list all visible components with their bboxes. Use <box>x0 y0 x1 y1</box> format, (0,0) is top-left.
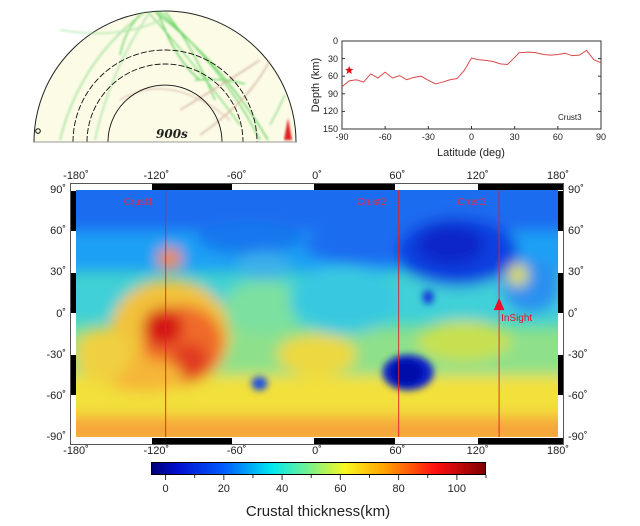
colorbar-tick-label: 20 <box>217 483 230 495</box>
lon-tick-label-top: 120˚ <box>466 170 489 182</box>
lon-tick-label-top: 0˚ <box>312 170 322 182</box>
depth-profile-chart <box>341 40 602 130</box>
insight-station-marker <box>493 297 505 311</box>
ray-paths <box>59 11 286 141</box>
lat-tick-label-right: 90˚ <box>568 184 584 196</box>
x-tick-label: -90 <box>335 132 349 142</box>
lon-tick-label-bottom: 180˚ <box>546 445 570 457</box>
x-tick-label: 60 <box>552 132 563 142</box>
colorbar-tick-label: 100 <box>447 483 467 495</box>
lat-tick-label-right: 30˚ <box>568 266 584 279</box>
profile-label: Crust2 <box>356 197 387 208</box>
lon-tick-label-top: 180˚ <box>546 170 570 182</box>
profile-inset-label: Crust3 <box>558 113 582 122</box>
lon-tick-label-top: -60˚ <box>226 170 247 182</box>
y-tick-label: 30 <box>327 53 338 64</box>
lat-tick-label-right: -90˚ <box>568 431 588 443</box>
time-label: 900s <box>156 127 188 141</box>
colorbar-title: Crustal thickness(km) <box>245 503 391 520</box>
lon-tick-label-bottom: -120˚ <box>143 445 170 457</box>
y-tick-label: 90 <box>327 88 338 99</box>
y-tick-label: 120 <box>322 106 338 117</box>
lon-tick-label-bottom: 0˚ <box>312 445 322 457</box>
lon-tick-label-bottom: 120˚ <box>466 445 489 457</box>
semicircle-outline <box>33 10 297 143</box>
lat-tick-label-left: 90˚ <box>50 184 66 196</box>
insight-label: InSight <box>501 313 533 325</box>
lat-tick-label-left: 60˚ <box>50 225 66 238</box>
lon-tick-label-top: -180˚ <box>63 170 89 182</box>
x-tick-label: -60 <box>378 132 392 142</box>
lon-tick-label-top: -120˚ <box>143 170 170 182</box>
lat-tick-label-left: -30˚ <box>46 348 66 361</box>
y-tick-label: 60 <box>327 71 338 82</box>
lon-tick-label-bottom: -180˚ <box>63 445 89 457</box>
x-tick-label: 90 <box>595 132 607 142</box>
source-marker <box>284 118 292 140</box>
core-circles <box>72 49 258 143</box>
lat-tick-label-left: -60˚ <box>46 389 66 402</box>
lat-tick-label-right: 0˚ <box>568 307 578 320</box>
crust3-depth-line <box>341 49 602 88</box>
colorbar-tick-label: 0 <box>162 483 169 495</box>
profile-label: Crust3 <box>457 197 487 208</box>
colorbar <box>151 462 486 475</box>
y-tick-label: 0 <box>332 36 338 46</box>
lat-tick-label-right: 60˚ <box>568 225 584 238</box>
lon-tick-label-top: 60˚ <box>389 170 406 182</box>
star-marker <box>344 65 354 74</box>
lat-tick-label-left: -90˚ <box>46 431 66 443</box>
colorbar-tick-label: 60 <box>334 483 347 495</box>
colorbar-tick-label: 80 <box>392 483 405 495</box>
y-tick-label: 150 <box>322 124 338 134</box>
lat-tick-label-left: 30˚ <box>50 266 66 279</box>
colorbar-tick-label: 40 <box>275 483 289 495</box>
x-tick-label: -30 <box>421 132 435 142</box>
lon-tick-label-bottom: 60˚ <box>389 445 406 457</box>
lat-tick-label-left: 0˚ <box>56 307 66 320</box>
map-frame-ticks <box>71 184 563 444</box>
profile-label: Crust1 <box>123 197 154 208</box>
lat-tick-label-right: -60˚ <box>568 389 588 402</box>
crustal-thickness-map <box>76 190 558 437</box>
ray-path-panel <box>33 10 297 143</box>
x-axis-label: Latitude (deg) <box>437 147 505 159</box>
x-tick-label: 0 <box>468 132 475 142</box>
lat-tick-label-right: -30˚ <box>568 348 588 361</box>
station-marker <box>35 128 41 134</box>
lon-tick-label-bottom: -60˚ <box>226 445 247 457</box>
x-tick-label: 30 <box>509 132 520 142</box>
